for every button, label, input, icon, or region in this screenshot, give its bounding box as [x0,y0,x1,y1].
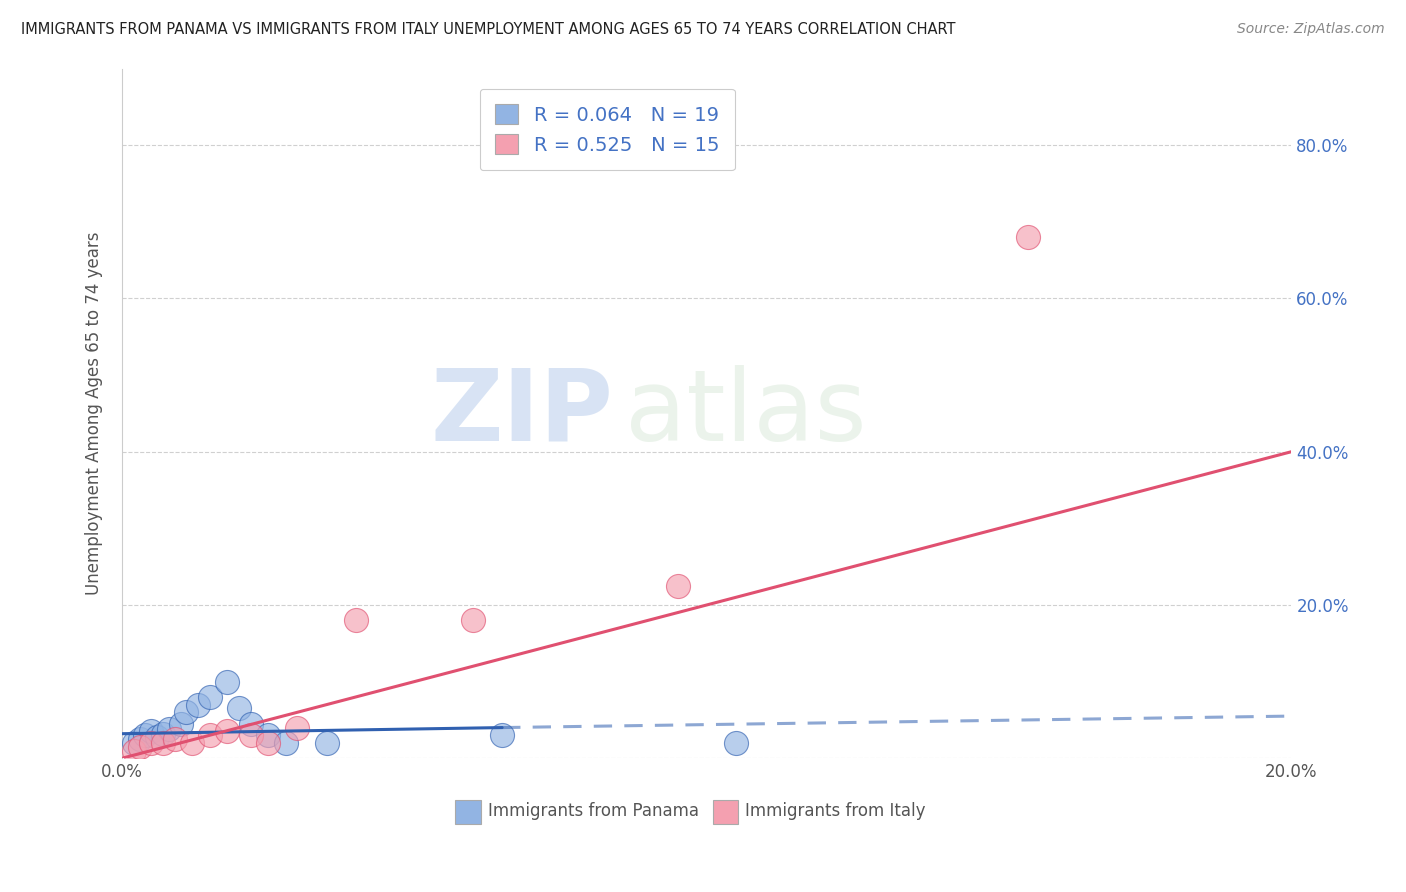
Point [491,728,513,742]
Point [134,728,156,742]
Point [128,732,150,747]
FancyBboxPatch shape [713,799,738,823]
Point [122,743,145,757]
Point [198,728,221,742]
Point [228,701,250,715]
Point [169,716,191,731]
Text: Source: ZipAtlas.com: Source: ZipAtlas.com [1237,22,1385,37]
Point [724,736,747,750]
Point [257,728,280,742]
Text: atlas: atlas [624,365,866,462]
Point [217,724,239,739]
Text: IMMIGRANTS FROM PANAMA VS IMMIGRANTS FROM ITALY UNEMPLOYMENT AMONG AGES 65 TO 74: IMMIGRANTS FROM PANAMA VS IMMIGRANTS FRO… [21,22,956,37]
Legend: R = 0.064   N = 19, R = 0.525   N = 15: R = 0.064 N = 19, R = 0.525 N = 15 [479,88,735,170]
Point [287,721,309,735]
Point [344,613,367,627]
Point [152,727,174,741]
Point [315,736,337,750]
Point [198,690,221,704]
Point [163,732,186,747]
FancyBboxPatch shape [456,799,481,823]
Y-axis label: Unemployment Among Ages 65 to 74 years: Unemployment Among Ages 65 to 74 years [86,232,103,595]
Point [461,613,484,627]
Text: Immigrants from Panama: Immigrants from Panama [488,802,699,821]
Point [187,698,209,712]
Point [1017,230,1039,244]
Point [181,736,204,750]
Point [152,736,174,750]
Point [122,736,145,750]
Point [128,739,150,754]
Point [257,736,280,750]
Point [157,722,180,736]
Point [666,579,689,593]
Point [239,716,262,731]
Point [239,728,262,742]
Point [217,674,239,689]
Point [146,730,169,744]
Point [274,736,297,750]
Point [176,705,198,719]
Point [141,736,163,750]
Text: Immigrants from Italy: Immigrants from Italy [745,802,925,821]
Point [141,724,163,739]
Text: ZIP: ZIP [430,365,613,462]
